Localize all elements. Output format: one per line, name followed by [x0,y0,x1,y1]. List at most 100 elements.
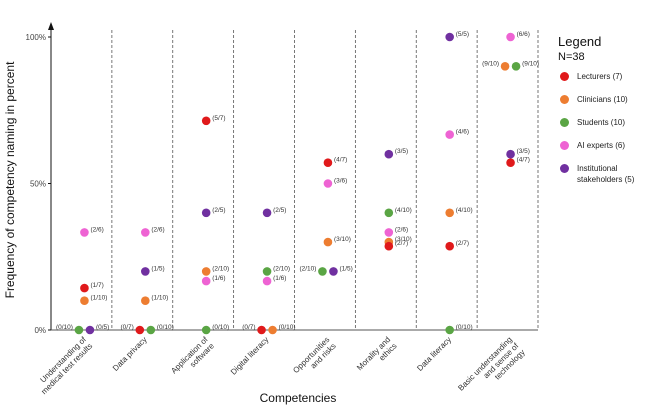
x-category-label: Morality andethics [355,335,399,379]
legend-label: Lecturers (7) [577,72,623,81]
data-label: (3/5) [395,148,408,155]
data-point [201,325,211,335]
data-point [262,276,272,286]
data-label: (2/10) [212,265,229,272]
data-point [445,241,454,251]
legend-item: Institutional stakeholders (5) [558,163,646,185]
data-point [257,325,266,335]
data-label: (3/10) [334,236,351,243]
data-point [384,228,394,237]
data-point [141,267,150,276]
data-label: (0/10) [56,324,73,331]
data-label: (3/6) [334,178,347,185]
legend-item: Clinicians (10) [558,94,646,105]
data-label: (9/10) [522,60,539,67]
y-ticks: 0% 50% 100% [26,33,51,335]
data-point [445,130,454,139]
legend: Legend N=38 Lecturers (7) Clinicians (10)… [558,34,646,197]
legend-swatch [560,72,569,81]
data-points: (0/10) (0/5) (1/10) (1/7) (2/6) (0/7) (0/10) (1… [56,31,539,335]
data-point [500,62,510,71]
legend-item: AI experts (6) [558,140,646,151]
data-label: (0/7) [120,324,133,331]
data-label: (1/10) [151,295,168,302]
data-point [201,276,211,286]
data-point [201,208,211,218]
category-separators [111,30,539,330]
x-axis-title: Competencies [260,391,337,405]
data-label: (9/10) [482,60,499,67]
y-tick-label: 100% [26,33,46,42]
data-label: (4/10) [456,207,473,214]
data-label: (0/10) [157,324,174,331]
legend-swatch [560,141,569,150]
y-tick-label: 0% [34,326,46,335]
data-label: (2/10) [299,265,316,272]
data-point [85,325,95,335]
data-label: (2/6) [395,226,408,233]
data-point [445,208,454,218]
data-label: (2/7) [456,240,469,247]
data-label: (2/5) [273,207,286,214]
data-point [80,228,89,237]
data-point [506,158,515,167]
data-point [506,32,515,42]
data-label: (2/6) [151,226,164,233]
x-category-label: Digital literacy [229,335,271,377]
x-category-label: Data literacy [415,335,453,373]
data-label: (2/5) [212,207,225,214]
data-point [141,296,150,306]
data-label: (1/5) [339,265,352,272]
data-point [135,325,145,335]
y-tick-label: 50% [30,180,46,189]
x-category-label: Application ofsoftware [169,335,216,382]
y-axis-title: Frequency of competency naming in percen… [3,61,17,298]
data-point [445,325,454,335]
data-label: (4/10) [395,207,412,214]
legend-items: Lecturers (7) Clinicians (10) Students (10… [558,71,646,185]
data-label: (0/10) [456,324,473,331]
data-label: (1/5) [151,265,164,272]
data-point [268,325,277,335]
data-point [74,325,84,335]
legend-item: Lecturers (7) [558,71,646,82]
data-label: (5/7) [212,115,225,122]
data-point [262,208,272,218]
data-label: (1/7) [90,282,103,289]
legend-sample-size: N=38 [558,51,585,63]
data-label: (1/6) [273,275,286,282]
data-label: (3/5) [517,148,530,155]
data-point [323,179,333,188]
legend-label: Clinicians (10) [577,95,628,104]
data-point [80,296,89,306]
x-category-label: Data privacy [111,335,149,373]
data-point [201,267,211,276]
data-label: (0/7) [242,324,255,331]
data-label: (2/7) [395,240,408,247]
x-category-label: Basic understandingand sense oftechnolog… [456,335,527,406]
data-point [506,149,515,159]
data-point [201,116,211,126]
data-point [146,325,156,335]
x-category-label: Opportunitiesand risks [291,335,337,381]
data-point [384,208,394,218]
data-point [323,158,333,167]
legend-swatch [560,164,569,173]
data-label: (2/6) [90,226,103,233]
data-label: (5/5) [456,31,469,38]
data-point [262,267,272,276]
data-point [318,267,327,276]
data-label: (4/7) [517,157,530,164]
data-point [329,267,338,276]
legend-item: Students (10) [558,117,646,128]
data-label: (4/6) [456,129,469,136]
x-category-label: Understanding ofmedical test results [33,335,95,397]
data-label: (1/6) [212,275,225,282]
data-label: (0/10) [279,324,296,331]
data-label: (4/7) [334,157,347,164]
data-label: (2/10) [273,265,290,272]
data-point [384,241,394,251]
legend-label: Institutional stakeholders (5) [577,164,635,184]
data-label: (1/10) [90,295,107,302]
